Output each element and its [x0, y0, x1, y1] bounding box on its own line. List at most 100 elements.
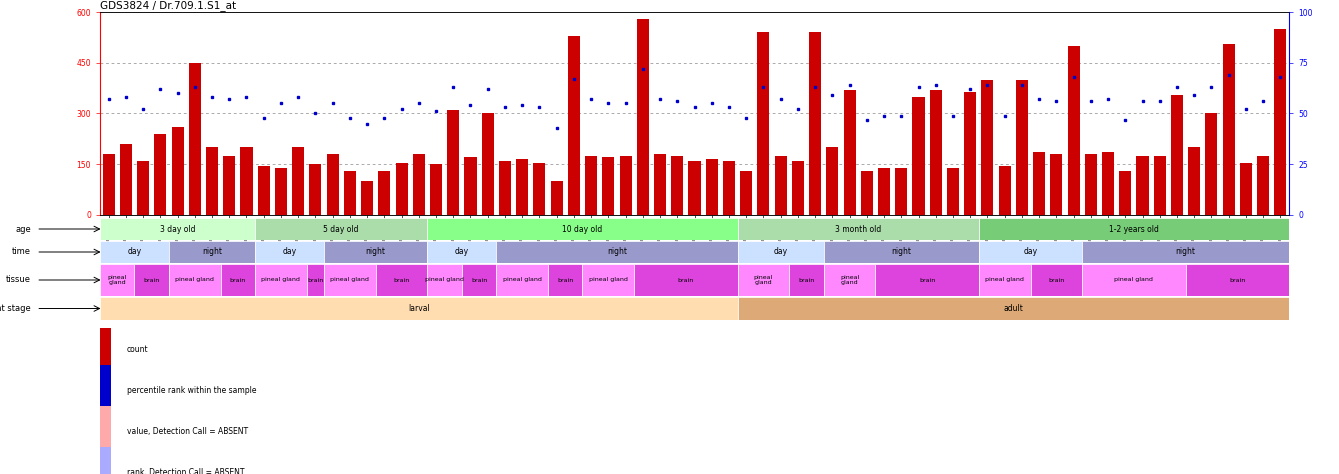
Bar [169, 241, 256, 263]
Bar [447, 110, 459, 215]
Bar [738, 264, 789, 296]
Text: tissue: tissue [7, 275, 31, 284]
Bar [981, 80, 994, 215]
Text: brain: brain [143, 277, 159, 283]
Text: pineal gland: pineal gland [589, 277, 628, 283]
Bar [789, 264, 823, 296]
Text: value, Detection Call = ABSENT: value, Detection Call = ABSENT [127, 427, 248, 436]
Text: pineal gland: pineal gland [502, 277, 541, 283]
Bar [1275, 29, 1287, 215]
Bar [896, 168, 908, 215]
Bar [637, 19, 649, 215]
Bar [738, 297, 1289, 320]
Text: count: count [127, 346, 149, 355]
Bar [1050, 154, 1062, 215]
Bar [224, 156, 236, 215]
Bar [1119, 171, 1131, 215]
Bar [758, 32, 770, 215]
Bar [740, 171, 753, 215]
Bar [103, 154, 115, 215]
Bar [292, 147, 304, 215]
Text: rank, Detection Call = ABSENT: rank, Detection Call = ABSENT [127, 468, 244, 474]
Text: brain: brain [230, 277, 246, 283]
Text: time: time [12, 247, 31, 256]
Bar [154, 134, 166, 215]
Bar [100, 264, 134, 296]
Bar [823, 264, 876, 296]
Bar [826, 147, 838, 215]
Bar [582, 264, 635, 296]
Bar [635, 264, 738, 296]
Bar [430, 164, 442, 215]
Bar [620, 156, 632, 215]
Bar [585, 156, 597, 215]
Bar [876, 264, 979, 296]
Text: day: day [455, 247, 469, 256]
Bar [256, 218, 427, 240]
Bar [1185, 264, 1289, 296]
Bar [307, 264, 324, 296]
Text: pineal gland: pineal gland [331, 277, 370, 283]
Bar [1137, 156, 1149, 215]
Text: pineal gland: pineal gland [175, 277, 214, 283]
Bar [1082, 241, 1289, 263]
Text: brain: brain [307, 277, 324, 283]
Text: pineal
gland: pineal gland [754, 275, 773, 285]
Text: day: day [127, 247, 142, 256]
Bar [791, 161, 803, 215]
Text: night: night [607, 247, 627, 256]
Text: 5 day old: 5 day old [324, 225, 359, 234]
Bar [327, 154, 339, 215]
Text: percentile rank within the sample: percentile rank within the sample [127, 386, 256, 395]
Bar [137, 161, 149, 215]
Text: night: night [202, 247, 222, 256]
Bar [100, 365, 111, 416]
Text: 10 day old: 10 day old [562, 225, 603, 234]
Bar [671, 156, 683, 215]
Bar [324, 264, 376, 296]
Bar [1082, 264, 1185, 296]
Bar [809, 32, 821, 215]
Text: brain: brain [1048, 277, 1065, 283]
Bar [309, 164, 321, 215]
Bar [912, 97, 924, 215]
Text: age: age [15, 225, 31, 234]
Text: day: day [1023, 247, 1038, 256]
Bar [738, 241, 823, 263]
Bar [100, 218, 256, 240]
Bar [499, 161, 511, 215]
Text: night: night [366, 247, 386, 256]
Bar [256, 241, 324, 263]
Bar [1085, 154, 1097, 215]
Bar [979, 264, 1031, 296]
Text: pineal gland: pineal gland [1114, 277, 1153, 283]
Bar [979, 218, 1289, 240]
Bar [497, 241, 738, 263]
Bar [550, 181, 562, 215]
Bar [379, 171, 391, 215]
Bar [947, 168, 959, 215]
Text: day: day [283, 247, 297, 256]
Bar [169, 264, 221, 296]
Bar [257, 166, 269, 215]
Text: brain: brain [1229, 277, 1245, 283]
Bar [738, 218, 979, 240]
Bar [1240, 163, 1252, 215]
Bar [844, 90, 856, 215]
Bar [274, 168, 287, 215]
Bar [688, 161, 700, 215]
Bar [119, 144, 131, 215]
Bar [100, 241, 169, 263]
Text: 3 day old: 3 day old [159, 225, 195, 234]
Bar [344, 171, 356, 215]
Bar [462, 264, 497, 296]
Bar [376, 264, 427, 296]
Bar [134, 264, 169, 296]
Text: day: day [774, 247, 787, 256]
Text: pineal
gland: pineal gland [840, 275, 860, 285]
Bar [1223, 44, 1235, 215]
Bar [100, 406, 111, 457]
Bar [999, 166, 1011, 215]
Text: development stage: development stage [0, 304, 31, 313]
Text: pineal gland: pineal gland [986, 277, 1024, 283]
